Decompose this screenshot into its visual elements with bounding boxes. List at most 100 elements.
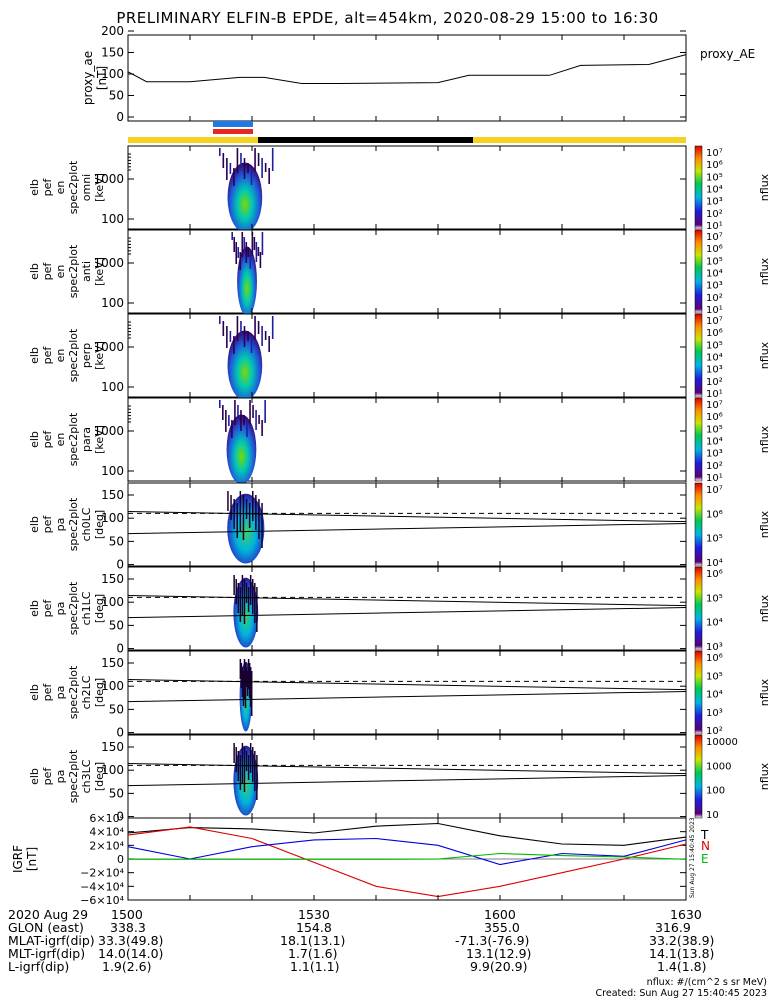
spectrogram-pixel [251,232,254,256]
colorbar-tick-label: 10⁶ [706,653,723,664]
colorbar-tick-label: 10⁶ [706,244,723,255]
spectrogram-pixel [256,755,258,800]
colorbar-tick-label: 10000 [706,737,738,748]
panel-ylabel: spec2plot [67,412,80,466]
orbit-bar-black [258,137,473,143]
proxy-ae-ylabel: proxy_ae [81,51,95,105]
spectrogram-pixel [247,163,249,173]
spectrogram-pixel [257,321,260,334]
spectrogram-pixel [257,153,260,166]
spectrogram-pixel [246,420,248,437]
spectrogram-pixel [226,158,228,180]
panel-ylabel: pef [41,767,54,786]
spectrogram-pixel [245,583,248,603]
ytick-label: 1000 [93,256,124,270]
colorbar-tick-label: 1000 [706,761,731,772]
colorbar-tick-label: 10⁵ [706,424,723,435]
eph-mlat-0: 33.3(49.8) [98,933,164,948]
spectrogram-pixel [268,168,270,184]
spectrogram-pixel [248,663,251,698]
colorbar-label: nflux [758,594,771,622]
ytick-label: 0 [116,642,124,656]
spectrogram-pixel [250,671,253,716]
colorbar-tick-label: 10⁷ [706,316,723,327]
colorbar-tick-label: 10⁷ [706,232,723,243]
ytick-label: 100 [101,511,124,525]
spectrogram-pixel [253,237,256,250]
ytick-label: 100 [101,212,124,226]
spectrogram-pixel [222,321,225,336]
loss-cone-line [127,775,687,787]
spectrogram-pixel [233,168,235,186]
spectrogram-pixel [243,659,246,699]
spectrogram-pixel [271,148,274,171]
colorbar-tick-label: 10² [706,209,723,220]
spectrogram-pixel [243,579,246,624]
panel-ylabel: pef [41,262,54,281]
colorbar-tick-label: 10⁴ [706,558,723,569]
spectrogram-pixel [243,237,246,251]
spectrogram-pixel [254,583,256,623]
colorbar-tick-label: 10⁶ [706,412,723,423]
spectrogram-pixel [249,252,252,269]
colorbar-tick-label: 10¹ [706,389,723,400]
panel-ylabel: spec2plot [67,749,80,803]
panel-ylabel: elb [28,684,41,701]
panel-ylabel: elb [28,263,41,280]
spectrogram-pixel [254,148,256,172]
spectrogram-pixel [237,405,239,419]
eph-mlt-2: 13.1(12.9) [466,946,532,961]
colorbar-tick-label: 10⁵ [706,593,723,604]
panel-ylabel: pef [41,515,54,534]
colorbar-label: nflux [758,425,771,453]
spectrogram-pixel [225,410,227,432]
panel-ylabel: ch2LC [80,675,93,709]
colorbar-tick-label: 10⁴ [706,185,723,196]
orbit-bar-yellow-left [128,137,258,143]
proxy-ae-ytick-label: 50 [109,89,124,103]
igrf-line-n [127,826,687,898]
spectrogram-pixel [254,316,256,340]
igrf-legend-e: E [701,852,709,866]
proxy-ae-line [127,54,687,84]
spectrogram-pixel [243,326,246,347]
spectrogram-flux-region [237,246,257,317]
spectrogram-pixel [259,252,262,268]
ytick-label: 0 [116,726,124,740]
spectrogram-pixel [261,503,263,548]
colorbar-tick-label: 10⁷ [706,485,723,496]
colorbar-tick-label: 10³ [706,708,723,719]
proxy-ae-right-label: proxy_AE [700,47,755,61]
spectrogram-pixel [241,743,244,783]
science-zone-red-bar [213,129,253,134]
panel-ylabel: spec2plot [67,497,80,551]
panel-ylabel: [keV] [93,173,106,202]
spectrogram-pixel [219,148,221,156]
spectrogram-pixel [244,663,247,708]
colorbar-label: nflux [758,341,771,369]
colorbar-tick-label: 10⁵ [706,256,723,267]
spectrogram-pixel [258,499,260,539]
colorbar-tick-label: 10⁵ [706,534,723,545]
panel-ylabel: pa [54,686,67,700]
colorbar-tick-label: 10⁷ [706,148,723,159]
colorbar-tick-label: 100 [706,786,725,797]
spectrogram-pixel [245,667,248,687]
spectrogram-pixel [255,410,257,430]
eph-mlat-1: 18.1(13.1) [280,933,346,948]
colorbar-tick-label: 10⁷ [706,400,723,411]
eph-l-2: 9.9(20.9) [470,959,528,974]
eph-time-1500: 1500 [111,907,143,922]
colorbar-tick-label: 10⁴ [706,690,723,701]
colorbar-tick-label: 10⁶ [706,160,723,171]
spectrogram-pixel [258,415,260,424]
panel-ylabel: [keV] [93,341,106,370]
spectrogram-pixel [247,755,250,780]
proxy-ae-ytick-label: 150 [101,46,124,60]
